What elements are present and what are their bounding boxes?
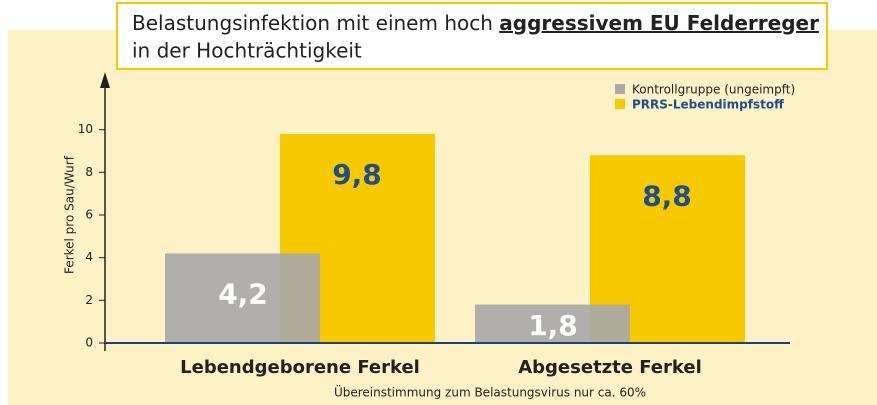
x-tick-label: Lebendgeborene Ferkel bbox=[180, 357, 420, 378]
data-label: 9,8 bbox=[332, 158, 382, 191]
y-tick-label: 4 bbox=[85, 250, 93, 264]
title-part: Belastungsinfektion mit einem hoch bbox=[132, 11, 493, 35]
title-emphasis: aggressivem EU Felderreger bbox=[499, 11, 819, 35]
chart-title: in der Hochträchtigkeit bbox=[132, 39, 362, 63]
y-tick-label: 0 bbox=[85, 336, 93, 350]
y-tick-label: 8 bbox=[85, 165, 93, 179]
x-tick-label: Abgesetzte Ferkel bbox=[518, 357, 702, 378]
note: Übereinstimmung zum Belastungsvirus nur … bbox=[334, 384, 646, 400]
legend-label: PRRS-Lebendimpfstoff bbox=[632, 98, 784, 112]
y-tick-label: 2 bbox=[85, 293, 93, 307]
y-tick-label: 6 bbox=[85, 208, 93, 222]
y-axis-label: Ferkel pro Sau/Wurf bbox=[63, 155, 77, 274]
chart: Belastungsinfektion mit einem hoch aggre… bbox=[0, 0, 877, 405]
data-label: 8,8 bbox=[642, 179, 692, 212]
legend-swatch bbox=[615, 99, 625, 109]
legend-swatch bbox=[615, 84, 625, 94]
data-label: 4,2 bbox=[218, 277, 268, 310]
legend-label: Kontrollgruppe (ungeimpft) bbox=[632, 83, 795, 97]
y-tick-label: 10 bbox=[78, 122, 93, 136]
chart-title: Belastungsinfektion mit einem hoch aggre… bbox=[132, 11, 819, 35]
data-label: 1,8 bbox=[528, 309, 578, 342]
